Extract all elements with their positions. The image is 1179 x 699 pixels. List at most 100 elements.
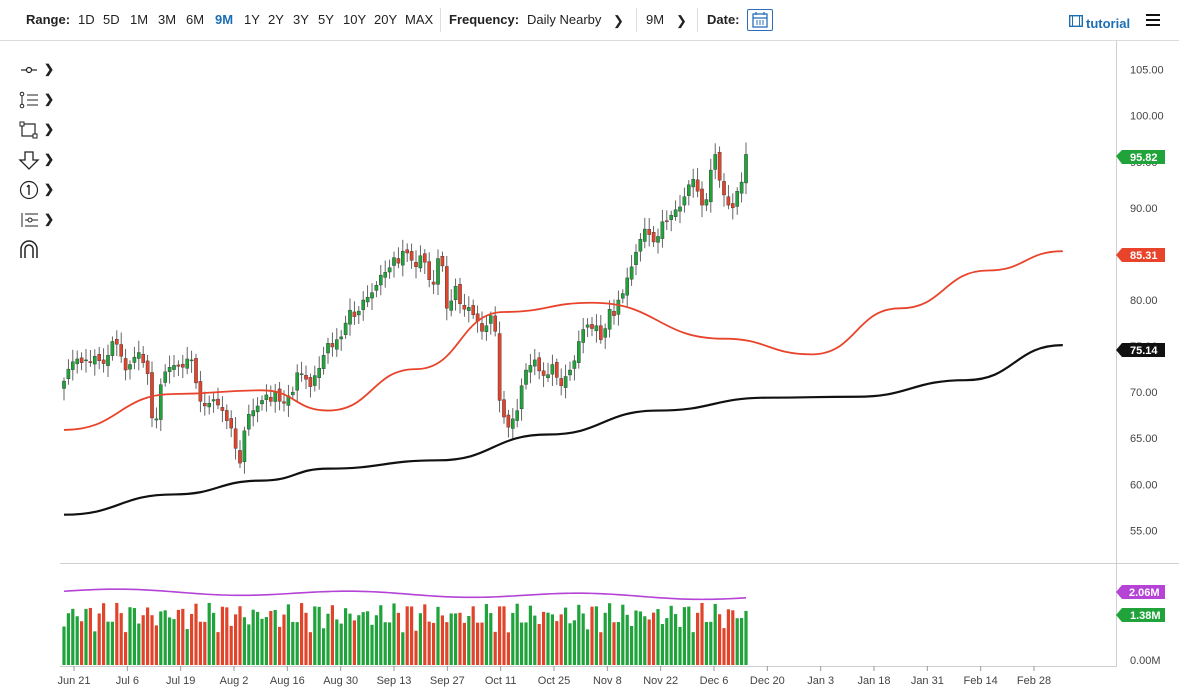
volume-bar xyxy=(678,626,682,665)
volume-bar xyxy=(229,625,233,665)
hamburger-menu-icon[interactable] xyxy=(1146,14,1160,26)
range-5d-button[interactable]: 5D xyxy=(103,12,120,27)
candle-up xyxy=(167,367,172,372)
candle-down xyxy=(277,388,282,402)
volume-bar xyxy=(212,612,216,665)
arrow-tool-button[interactable]: ❯ xyxy=(18,150,56,172)
candle-up xyxy=(634,251,638,265)
candle-down xyxy=(176,364,181,367)
date-picker-button[interactable] xyxy=(747,9,773,31)
candle-up xyxy=(489,315,493,324)
candle-up xyxy=(515,410,519,421)
candle-up xyxy=(643,228,647,242)
range-20y-button[interactable]: 20Y xyxy=(374,12,398,27)
candle-up xyxy=(533,359,537,367)
marker-tool-button[interactable]: ❯ xyxy=(18,180,56,202)
long-moving-average-line xyxy=(63,344,1063,516)
film-icon[interactable] xyxy=(1068,14,1084,30)
candle-down xyxy=(665,220,669,222)
range-6m-button[interactable]: 6M xyxy=(186,12,205,27)
candle-up xyxy=(603,328,607,338)
volume-bar xyxy=(445,622,449,665)
candle-up xyxy=(453,285,458,301)
volume-bar xyxy=(168,617,172,665)
short-moving-average-line xyxy=(63,250,1063,431)
candle-down xyxy=(700,188,704,206)
volume-bar xyxy=(352,620,356,665)
frequency-chevron-down-icon[interactable]: ❯ xyxy=(613,13,624,28)
range-2y-button[interactable]: 2Y xyxy=(268,12,284,27)
magnet-tool-button[interactable] xyxy=(18,240,56,262)
range-1y-button[interactable]: 1Y xyxy=(244,12,260,27)
volume-bar xyxy=(722,628,726,665)
candle-up xyxy=(317,367,322,378)
range-1m-button[interactable]: 1M xyxy=(130,12,149,27)
candle-up xyxy=(62,380,66,389)
candle-up xyxy=(739,181,744,194)
candle-up xyxy=(299,373,304,375)
candle-up xyxy=(313,375,317,386)
volume-bar xyxy=(110,621,114,665)
volume-bar xyxy=(493,631,497,665)
volume-bar xyxy=(608,603,612,665)
range-9m-button[interactable]: 9M xyxy=(215,12,234,27)
volume-bar xyxy=(665,618,669,665)
tutorial-link[interactable]: tutorial xyxy=(1086,16,1131,31)
volume-bar xyxy=(506,632,510,665)
range-3m-button[interactable]: 3M xyxy=(158,12,177,27)
candle-up xyxy=(687,184,691,196)
volume-bar xyxy=(520,622,524,665)
range-5y-button[interactable]: 5Y xyxy=(318,12,334,27)
volume-bar xyxy=(190,613,194,665)
volume-bar xyxy=(357,615,361,665)
volume-bar xyxy=(687,606,691,665)
candle-up xyxy=(207,403,212,408)
frequency-select[interactable]: Daily Nearby xyxy=(527,12,602,27)
volume-bar xyxy=(80,621,84,665)
candle-up xyxy=(106,355,110,366)
volume-bar xyxy=(709,621,713,665)
toolbar-divider xyxy=(636,8,637,32)
volume-bar xyxy=(256,611,260,665)
trendline-tool-button[interactable]: ❯ xyxy=(18,90,56,112)
volume-bar xyxy=(172,619,176,665)
volume-bar xyxy=(704,621,708,665)
price-tick-label: 60.00 xyxy=(1130,479,1158,491)
candle-up xyxy=(92,356,97,365)
range-10y-button[interactable]: 10Y xyxy=(343,12,367,27)
period-chevron-down-icon[interactable]: ❯ xyxy=(676,13,687,28)
candle-up xyxy=(625,277,629,296)
candle-down xyxy=(717,152,722,181)
crosshair-tool-icon xyxy=(21,66,37,74)
expand-chevron-icon: ❯ xyxy=(44,152,55,166)
range-max-button[interactable]: MAX xyxy=(405,12,434,27)
candle-down xyxy=(555,362,559,378)
candle-up xyxy=(673,209,678,217)
candle-up xyxy=(524,369,528,385)
volume-bar xyxy=(119,613,123,665)
candle-up xyxy=(154,418,159,421)
volume-bar xyxy=(238,606,242,665)
volume-bar xyxy=(726,609,730,665)
range-3y-button[interactable]: 3Y xyxy=(293,12,309,27)
volume-bar xyxy=(220,606,224,665)
crosshair-tool-button[interactable]: ❯ xyxy=(18,60,56,82)
candle-up xyxy=(387,267,392,273)
candle-up xyxy=(467,307,471,311)
volume-bar xyxy=(396,612,400,665)
rectangle-tool-button[interactable]: ❯ xyxy=(18,120,56,142)
candle-down xyxy=(414,261,418,268)
period-select[interactable]: 9M xyxy=(646,12,665,27)
candle-down xyxy=(405,249,410,254)
fibonacci-tool-button[interactable]: ❯ xyxy=(18,210,56,232)
candle-down xyxy=(141,353,146,363)
time-tick-label: Nov 8 xyxy=(593,675,622,687)
range-1d-button[interactable]: 1D xyxy=(78,12,95,27)
candle-up xyxy=(70,361,75,370)
candle-down xyxy=(427,261,432,280)
candle-down xyxy=(198,381,203,402)
candle-up xyxy=(401,250,405,266)
time-tick-label: Oct 25 xyxy=(538,675,570,687)
volume-bar xyxy=(528,605,532,665)
